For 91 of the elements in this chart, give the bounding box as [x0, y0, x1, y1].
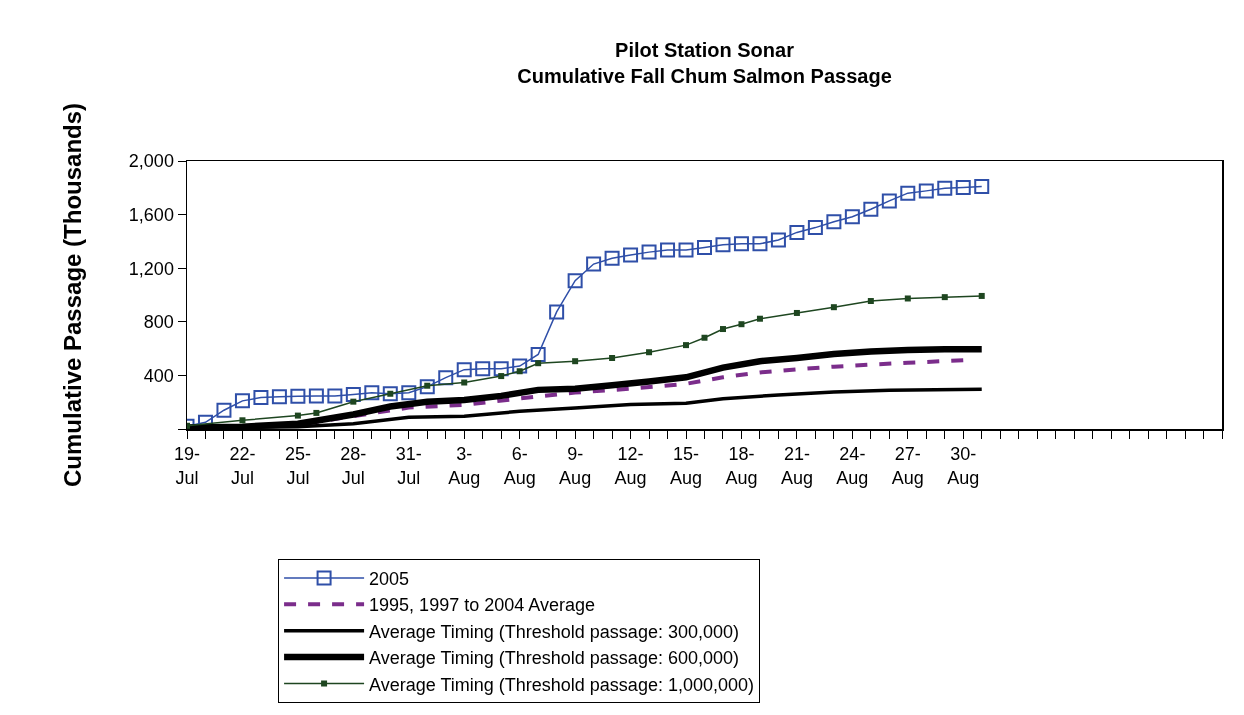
- point: [609, 354, 616, 361]
- point: [756, 315, 763, 322]
- x-tick-label: 19- Jul: [173, 444, 201, 488]
- x-tick-label: 18- Aug: [725, 444, 758, 488]
- point: [461, 379, 468, 386]
- point: [844, 209, 860, 225]
- y-tick-label: 1,200: [128, 258, 174, 279]
- point: [419, 379, 435, 395]
- point: [535, 360, 542, 367]
- point: [904, 295, 911, 302]
- legend-label: 2005: [369, 568, 410, 589]
- x-tick-label: 27- Aug: [891, 444, 924, 488]
- point: [313, 409, 320, 416]
- x-tick-label: 28- Jul: [340, 444, 367, 488]
- chart-title: Pilot Station Sonar Cumulative Fall Chum Salmon Passage: [517, 39, 892, 88]
- point: [789, 224, 805, 240]
- x-tick-label: 15- Aug: [670, 444, 703, 488]
- point: [978, 292, 985, 299]
- point: [604, 250, 620, 266]
- point: [253, 390, 269, 406]
- y-tick-label: 1,600: [128, 204, 174, 225]
- x-tick-label: 12- Aug: [614, 444, 647, 488]
- point: [216, 402, 232, 418]
- legend-label: Average Timing (Threshold passage: 600,000): [369, 648, 739, 669]
- point: [974, 178, 990, 194]
- point: [239, 417, 246, 424]
- point: [498, 373, 505, 380]
- x-tick-label: 9- Aug: [559, 444, 592, 488]
- point: [290, 388, 306, 404]
- point: [752, 236, 768, 252]
- y-axis-title: Cumulative Passage (Thousands): [59, 102, 87, 488]
- point: [308, 388, 324, 404]
- point: [641, 244, 657, 260]
- point: [586, 256, 602, 272]
- point: [549, 304, 565, 320]
- point: [271, 389, 287, 405]
- point: [530, 347, 546, 362]
- point: [715, 237, 731, 253]
- point: [918, 183, 934, 199]
- point: [738, 321, 745, 328]
- point: [937, 180, 953, 196]
- point: [867, 298, 874, 305]
- point: [234, 393, 250, 409]
- point: [793, 309, 800, 316]
- point: [697, 240, 712, 256]
- point: [900, 185, 916, 201]
- point: [770, 232, 786, 248]
- point: [512, 358, 528, 374]
- point: [733, 236, 749, 252]
- point: [701, 334, 708, 341]
- x-tick-label: 21- Aug: [780, 444, 813, 488]
- legend-label: Average Timing (Threshold passage: 1,000,000): [369, 674, 754, 695]
- point: [516, 368, 523, 375]
- point: [826, 214, 842, 230]
- point: [830, 304, 837, 311]
- point: [364, 385, 380, 401]
- legend-label: Average Timing (Threshold passage: 300,000): [369, 621, 739, 642]
- point: [683, 342, 690, 349]
- point: [327, 388, 343, 404]
- point: [382, 386, 398, 402]
- point: [660, 242, 676, 258]
- x-tick-label: 31- Jul: [395, 444, 422, 488]
- x-tick-label: 24- Aug: [836, 444, 869, 488]
- point: [350, 398, 357, 405]
- point: [955, 179, 971, 195]
- x-tick-label: 3- Aug: [448, 444, 481, 488]
- point: [456, 362, 472, 378]
- point: [863, 201, 879, 217]
- point: [567, 273, 583, 289]
- x-tick-label: 30- Aug: [947, 444, 980, 488]
- point: [807, 220, 823, 236]
- point: [345, 386, 361, 402]
- point: [572, 358, 579, 365]
- point: [493, 361, 509, 377]
- point: [294, 412, 301, 419]
- point: [646, 349, 653, 356]
- x-tick-label: 6- Aug: [503, 444, 536, 488]
- x-tick-label: 25- Jul: [284, 444, 311, 488]
- y-tick-label: 400: [143, 365, 174, 386]
- point: [401, 385, 417, 401]
- point: [438, 370, 454, 386]
- point: [475, 361, 491, 377]
- point: [881, 193, 897, 209]
- legend-label: 1995, 1997 to 2004 Average: [369, 595, 595, 616]
- y-tick-label: 2,000: [128, 151, 174, 172]
- y-tick-label: 800: [143, 312, 174, 333]
- point: [678, 242, 694, 258]
- x-tick-label: 22- Jul: [229, 444, 256, 488]
- point: [941, 294, 948, 301]
- point: [719, 326, 726, 333]
- point: [623, 247, 639, 263]
